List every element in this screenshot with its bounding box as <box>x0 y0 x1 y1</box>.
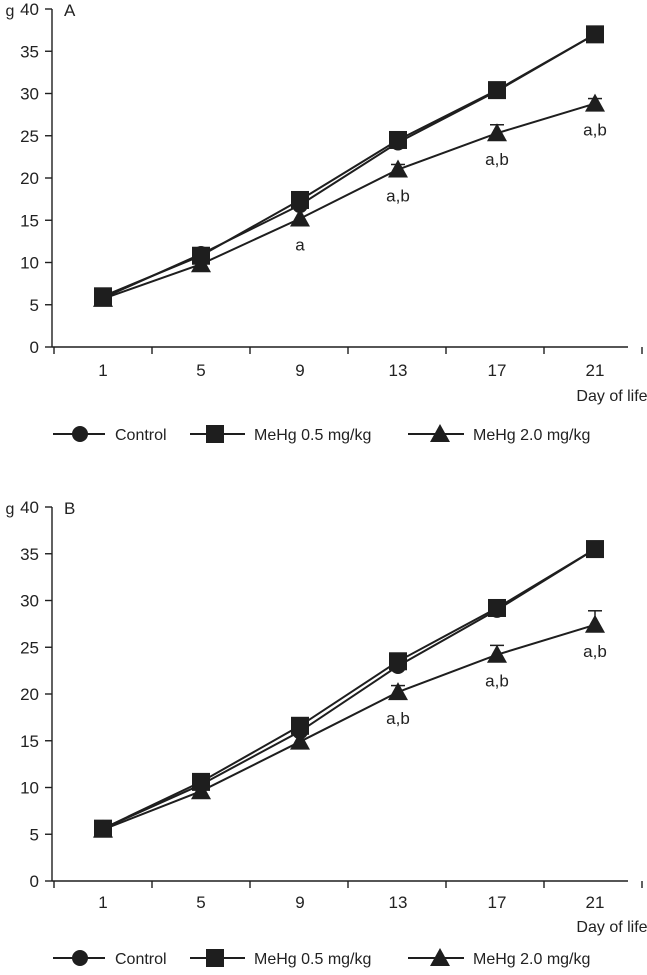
y-tick-label: 20 <box>20 685 39 704</box>
y-tick-label: 25 <box>20 127 39 146</box>
data-point-circle <box>193 246 209 263</box>
legend-label: MeHg 2.0 mg/kg <box>473 427 590 444</box>
legend-label: Control <box>115 427 167 444</box>
y-tick-label: 25 <box>20 638 39 657</box>
data-point-circle <box>292 723 308 740</box>
x-tick-label: 21 <box>586 893 605 912</box>
data-point-triangle <box>388 682 408 701</box>
y-tick-label: 0 <box>30 338 39 357</box>
y-tick-label: 15 <box>20 211 39 230</box>
legend-marker-square <box>206 949 224 967</box>
series-line-square <box>102 33 596 298</box>
data-point-circle <box>390 134 406 151</box>
y-tick-label: 35 <box>20 545 39 564</box>
y-tick-label: 5 <box>30 825 39 844</box>
data-point-circle <box>489 82 505 99</box>
x-tick-label: 9 <box>295 361 304 380</box>
data-point-triangle <box>585 614 605 633</box>
y-tick-label: 10 <box>20 779 39 798</box>
legend-marker-triangle <box>430 948 450 966</box>
legend-label: MeHg 0.5 mg/kg <box>254 427 371 444</box>
series-line-circle <box>102 548 596 830</box>
significance-label: a <box>295 236 305 255</box>
legend-marker-circle <box>72 426 88 442</box>
x-tick-label: 9 <box>295 893 304 912</box>
data-point-circle <box>193 776 209 793</box>
data-point-circle <box>390 657 406 674</box>
x-axis-label: Day of life <box>576 388 647 405</box>
data-point-circle <box>587 26 603 43</box>
series-line-triangle <box>102 102 596 300</box>
significance-label: a,b <box>386 709 410 728</box>
significance-label: a,b <box>485 672 509 691</box>
data-point-triangle <box>585 93 605 112</box>
y-axis-label: g <box>6 501 15 518</box>
data-point-circle <box>587 541 603 558</box>
legend-label: MeHg 0.5 mg/kg <box>254 951 371 968</box>
y-tick-label: 30 <box>20 592 39 611</box>
data-point-circle <box>95 289 111 306</box>
data-point-circle <box>95 820 111 837</box>
x-tick-label: 1 <box>98 361 107 380</box>
legend-label: MeHg 2.0 mg/kg <box>473 951 590 968</box>
x-tick-label: 5 <box>196 361 205 380</box>
series-line-triangle <box>102 623 596 831</box>
data-point-circle <box>489 601 505 618</box>
data-point-circle <box>292 197 308 214</box>
legend-marker-triangle <box>430 424 450 442</box>
data-point-triangle <box>487 123 507 142</box>
significance-label: a,b <box>485 150 509 169</box>
data-point-triangle <box>487 644 507 663</box>
y-tick-label: 5 <box>30 296 39 315</box>
data-point-triangle <box>388 159 408 178</box>
legend-marker-square <box>206 425 224 443</box>
panel-label: A <box>64 1 76 20</box>
legend: Control MeHg 0.5 mg/kg MeHg 2.0 mg/kg <box>53 948 590 968</box>
y-tick-label: 40 <box>20 498 39 517</box>
x-tick-label: 13 <box>389 361 408 380</box>
y-tick-label: 30 <box>20 85 39 104</box>
x-tick-label: 5 <box>196 893 205 912</box>
significance-label: a,b <box>386 187 410 206</box>
y-tick-label: 0 <box>30 872 39 891</box>
legend: Control MeHg 0.5 mg/kg MeHg 2.0 mg/kg <box>53 424 590 444</box>
legend-marker-circle <box>72 950 88 966</box>
y-tick-label: 40 <box>20 0 39 19</box>
y-tick-label: 10 <box>20 254 39 273</box>
x-tick-label: 13 <box>389 893 408 912</box>
panel-label: B <box>64 499 75 518</box>
legend-label: Control <box>115 951 167 968</box>
y-axis-label: g <box>6 3 15 20</box>
significance-label: a,b <box>583 642 607 661</box>
data-point-triangle <box>290 208 310 227</box>
y-tick-label: 20 <box>20 169 39 188</box>
data-point-triangle <box>290 731 310 750</box>
x-tick-label: 17 <box>488 893 507 912</box>
significance-label: a,b <box>583 121 607 140</box>
y-tick-label: 35 <box>20 42 39 61</box>
x-tick-label: 21 <box>586 361 605 380</box>
series-line-square <box>102 548 596 830</box>
x-axis-label: Day of life <box>576 919 647 936</box>
x-tick-label: 17 <box>488 361 507 380</box>
x-tick-label: 1 <box>98 893 107 912</box>
y-tick-label: 15 <box>20 732 39 751</box>
series-line-circle <box>102 33 596 299</box>
